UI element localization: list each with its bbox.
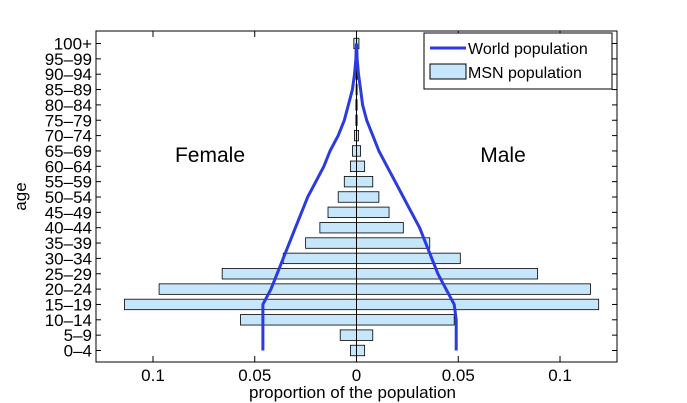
- y-tick-label: 45–49: [45, 203, 92, 222]
- bar-female-15–19: [124, 298, 357, 311]
- bar-male-60–64: [356, 160, 366, 172]
- bar-female-55–59: [343, 175, 357, 188]
- bars-layer: [124, 37, 600, 357]
- bar-male-45–49: [356, 206, 390, 219]
- y-tick-label: 70–74: [45, 127, 92, 146]
- y-tick-label: 50–54: [45, 188, 92, 207]
- y-tick-label: 55–59: [45, 173, 92, 192]
- x-tick-label: 0: [352, 366, 361, 385]
- legend-box: [423, 32, 613, 90]
- bar-male-30–34: [356, 252, 461, 265]
- bar-female-45–49: [327, 206, 357, 219]
- bar-female-20–24: [158, 283, 357, 295]
- bar-female-40–44: [319, 222, 357, 234]
- y-axis-label: age: [11, 182, 30, 210]
- bar-male-55–59: [356, 175, 374, 188]
- y-tick-label: 95–99: [45, 50, 92, 69]
- bar-female-35–39: [305, 237, 357, 249]
- ticks-layer: 0–45–910–1415–1920–2425–2930–3435–3940–4…: [45, 31, 617, 385]
- y-tick-label: 35–39: [45, 234, 92, 253]
- bar-female-10–14: [240, 314, 357, 326]
- y-tick-label: 10–14: [45, 311, 92, 330]
- y-tick-label: 60–64: [45, 157, 92, 176]
- y-tick-label: 80–84: [45, 96, 92, 115]
- world-lines-layer: [261, 43, 458, 351]
- bar-male-0–4: [356, 344, 366, 357]
- bar-female-50–54: [337, 191, 357, 203]
- female-side-label: Female: [175, 144, 245, 167]
- y-tick-label: 20–24: [45, 280, 92, 299]
- x-tick-label: 0.05: [442, 366, 475, 385]
- x-axis-label: proportion of the population: [249, 383, 456, 402]
- x-tick-label: 0.1: [141, 366, 165, 385]
- x-tick-label: 0.1: [548, 366, 572, 385]
- bar-male-5–9: [356, 329, 374, 341]
- bar-female-5–9: [339, 329, 357, 341]
- bar-male-25–29: [356, 268, 539, 280]
- y-tick-label: 90–94: [45, 65, 92, 84]
- x-tick-label: 0.05: [238, 366, 271, 385]
- bar-female-30–34: [282, 252, 357, 265]
- bar-female-0–4: [349, 344, 357, 357]
- world-line-female: [261, 43, 358, 351]
- y-tick-label: 85–89: [45, 81, 92, 100]
- legend-msn-label: MSN population: [468, 65, 582, 82]
- y-tick-label: 65–69: [45, 142, 92, 161]
- bar-male-35–39: [356, 237, 431, 249]
- legend: World population MSN population: [423, 32, 613, 90]
- y-tick-label: 5–9: [64, 326, 92, 345]
- world-line-male: [355, 43, 458, 351]
- y-tick-label: 100+: [54, 35, 92, 54]
- bar-male-65–69: [356, 145, 361, 157]
- legend-msn-swatch: [429, 63, 467, 80]
- bar-male-50–54: [356, 191, 380, 203]
- bar-female-25–29: [221, 268, 357, 280]
- legend-world-label: World population: [468, 41, 588, 58]
- bar-male-40–44: [356, 222, 404, 234]
- male-side-label: Male: [480, 144, 526, 167]
- bar-male-10–14: [356, 314, 455, 326]
- bar-male-20–24: [356, 283, 591, 295]
- y-tick-label: 25–29: [45, 265, 92, 284]
- y-tick-label: 30–34: [45, 249, 92, 268]
- bar-female-65–69: [352, 145, 357, 157]
- y-tick-label: 40–44: [45, 219, 92, 238]
- bar-female-60–64: [349, 160, 357, 172]
- y-tick-label: 75–79: [45, 111, 92, 130]
- y-tick-label: 0–4: [64, 342, 92, 361]
- y-tick-label: 15–19: [45, 295, 92, 314]
- bar-male-15–19: [356, 298, 600, 311]
